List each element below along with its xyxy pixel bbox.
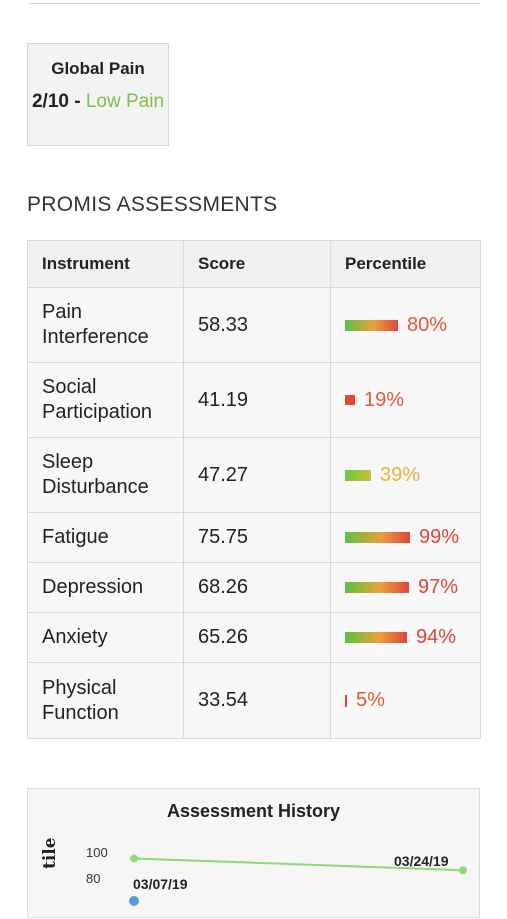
instrument-cell: Social Participation [27, 362, 184, 438]
percentile-value: 80% [407, 313, 448, 336]
percentile-bar [345, 395, 355, 405]
table-row: Pain Interference 58.33 80% [27, 287, 481, 363]
score-cell: 75.75 [183, 512, 331, 563]
percentile-cell: 99% [330, 512, 481, 563]
percentile-value: 19% [364, 388, 405, 411]
header-score: Score [183, 240, 331, 288]
chart-title: Assessment History [166, 801, 341, 821]
date-label-1: 03/07/19 [133, 876, 188, 892]
top-divider [28, 0, 480, 4]
percentile-cell: 5% [330, 662, 481, 739]
global-pain-score: 2/10 [31, 91, 69, 112]
date-label-2: 03/24/19 [394, 853, 449, 869]
global-pain-title: Global Pain [51, 59, 145, 78]
score-cell: 68.26 [183, 562, 331, 613]
instrument-cell: Physical Function [27, 662, 184, 739]
percentile-value: 39% [380, 463, 421, 486]
table-row: Physical Function 33.54 5% [27, 662, 481, 739]
instrument-cell: Pain Interference [27, 287, 184, 363]
chart-plot-area [129, 854, 467, 906]
percentile-bar [345, 532, 410, 543]
promis-table: Instrument Score Percentile Pain Interfe… [27, 240, 481, 739]
score-cell: 41.19 [183, 362, 331, 438]
global-pain-card: Global Pain 2/10 - Low Pain [27, 43, 169, 146]
global-pain-separator: - [68, 91, 86, 112]
instrument-cell: Anxiety [27, 612, 184, 663]
score-cell: 47.27 [183, 437, 331, 513]
promis-section-title: PROMIS ASSESSMENTS [27, 193, 278, 216]
percentile-bar [345, 319, 398, 331]
table-header-row: Instrument Score Percentile [27, 240, 481, 288]
percentile-cell: 97% [330, 562, 481, 613]
percentile-cell: 94% [330, 612, 481, 663]
table-row: Fatigue 75.75 99% [27, 512, 481, 563]
header-instrument: Instrument [27, 240, 184, 288]
score-cell: 65.26 [183, 612, 331, 663]
global-pain-value: 2/10 - Low Pain [28, 90, 168, 113]
green-series-point-2[interactable] [459, 866, 467, 875]
percentile-bar [345, 694, 347, 707]
header-percentile: Percentile [330, 240, 481, 288]
blue-series-point-1[interactable] [129, 896, 139, 906]
table-row: Social Participation 41.19 19% [27, 362, 481, 438]
instrument-cell: Fatigue [27, 512, 184, 563]
green-series-point-1[interactable] [130, 854, 138, 863]
score-cell: 58.33 [183, 287, 331, 363]
percentile-value: 97% [418, 576, 459, 598]
green-series-line [133, 857, 464, 872]
percentile-value: 94% [416, 626, 457, 648]
table-row: Anxiety 65.26 94% [27, 612, 481, 663]
percentile-bar [345, 582, 409, 593]
score-cell: 33.54 [183, 662, 331, 739]
percentile-value: 99% [419, 526, 460, 548]
instrument-cell: Sleep Disturbance [27, 437, 184, 513]
assessment-history-chart: Assessment History tile 100 80 03/07/19 … [27, 788, 480, 918]
instrument-cell: Depression [27, 562, 184, 613]
y-tick-80: 80 [86, 871, 101, 886]
table-row: Sleep Disturbance 47.27 39% [27, 437, 481, 513]
percentile-cell: 19% [330, 362, 481, 438]
global-pain-level: Low Pain [85, 91, 165, 112]
y-tick-100: 100 [86, 845, 108, 860]
table-row: Depression 68.26 97% [27, 562, 481, 613]
percentile-cell: 39% [330, 437, 481, 513]
percentile-value: 5% [356, 689, 385, 711]
percentile-bar [345, 469, 371, 481]
percentile-bar [345, 632, 407, 643]
percentile-cell: 80% [330, 287, 481, 363]
